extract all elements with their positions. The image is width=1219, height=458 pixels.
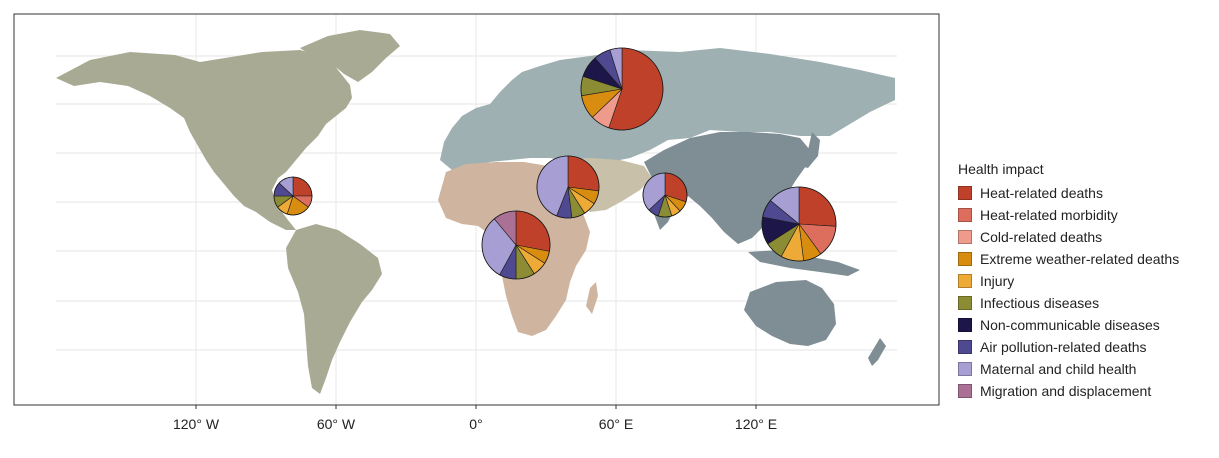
- legend-swatch: [958, 340, 972, 354]
- legend-item-infectious-diseases: Infectious diseases: [958, 292, 1216, 314]
- greenland-landmass: [300, 30, 400, 82]
- pie-outline: [761, 186, 837, 262]
- pie-chart-layer: [273, 47, 837, 280]
- legend-label: Cold-related deaths: [980, 229, 1103, 245]
- indonesia-landmass: [748, 250, 860, 276]
- legend-label: Infectious diseases: [980, 295, 1100, 311]
- legend-swatch: [958, 252, 972, 266]
- pie-chart: [580, 47, 664, 131]
- legend-swatch: [958, 296, 972, 310]
- pie-chart: [642, 172, 688, 218]
- pie-outline: [481, 210, 551, 280]
- legend-label: Migration and displacement: [980, 383, 1152, 399]
- legend-item-extreme-weather-related-deaths: Extreme weather-related deaths: [958, 248, 1216, 270]
- legend: Health impact Heat-related deaths Heat-r…: [958, 160, 1216, 402]
- europe-russia-landmass: [440, 48, 895, 170]
- legend-item-migration-and-displacement: Migration and displacement: [958, 380, 1216, 402]
- legend-swatch: [958, 230, 972, 244]
- pie-outline: [580, 47, 664, 131]
- pie-outline: [642, 172, 688, 218]
- legend-swatch: [958, 186, 972, 200]
- legend-swatch: [958, 274, 972, 288]
- madagascar-landmass: [586, 282, 598, 314]
- legend-label: Air pollution-related deaths: [980, 339, 1147, 355]
- x-tick-label: 60° W: [317, 416, 356, 432]
- legend-label: Heat-related morbidity: [980, 207, 1118, 223]
- legend-swatch: [958, 208, 972, 222]
- legend-swatch: [958, 384, 972, 398]
- legend-item-heat-related-deaths: Heat-related deaths: [958, 182, 1216, 204]
- japan-landmass: [800, 132, 820, 168]
- x-tick-label: 60° E: [599, 416, 633, 432]
- legend-item-injury: Injury: [958, 270, 1216, 292]
- pie-chart: [481, 210, 551, 280]
- legend-item-air-pollution-related-deaths: Air pollution-related deaths: [958, 336, 1216, 358]
- legend-swatch: [958, 362, 972, 376]
- legend-title: Health impact: [958, 161, 1044, 177]
- x-tick-label: 120° W: [173, 416, 220, 432]
- pie-outline: [536, 155, 600, 219]
- legend-item-heat-related-morbidity: Heat-related morbidity: [958, 204, 1216, 226]
- pie-chart: [273, 176, 313, 216]
- legend-label: Extreme weather-related deaths: [980, 251, 1180, 267]
- x-axis: 120° W 60° W 0° 60° E 120° E: [173, 405, 777, 432]
- pie-outline: [273, 176, 313, 216]
- legend-label: Injury: [980, 273, 1015, 289]
- legend-label: Non-communicable diseases: [980, 317, 1160, 333]
- australia-landmass: [744, 280, 836, 346]
- south-america-landmass: [286, 224, 382, 394]
- legend-item-cold-related-deaths: Cold-related deaths: [958, 226, 1216, 248]
- legend-item-maternal-and-child-health: Maternal and child health: [958, 358, 1216, 380]
- legend-label: Maternal and child health: [980, 361, 1137, 377]
- x-tick-label: 0°: [469, 416, 482, 432]
- pie-chart: [536, 155, 600, 219]
- legend-swatch: [958, 318, 972, 332]
- north-america-landmass: [56, 50, 352, 230]
- legend-item-non-communicable-diseases: Non-communicable diseases: [958, 314, 1216, 336]
- legend-label: Heat-related deaths: [980, 185, 1103, 201]
- x-tick-label: 120° E: [735, 416, 777, 432]
- new-zealand-landmass: [868, 338, 886, 366]
- pie-chart: [761, 186, 837, 262]
